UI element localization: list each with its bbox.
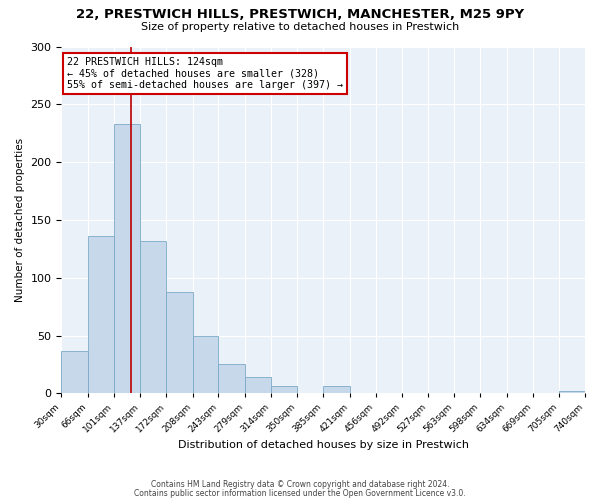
Y-axis label: Number of detached properties: Number of detached properties bbox=[15, 138, 25, 302]
Text: Size of property relative to detached houses in Prestwich: Size of property relative to detached ho… bbox=[141, 22, 459, 32]
Bar bbox=[218, 364, 245, 394]
Text: 22 PRESTWICH HILLS: 124sqm
← 45% of detached houses are smaller (328)
55% of sem: 22 PRESTWICH HILLS: 124sqm ← 45% of deta… bbox=[67, 57, 343, 90]
Bar bbox=[88, 236, 114, 394]
Bar bbox=[193, 336, 218, 394]
Text: Contains public sector information licensed under the Open Government Licence v3: Contains public sector information licen… bbox=[134, 488, 466, 498]
Bar bbox=[245, 377, 271, 394]
Bar bbox=[271, 386, 298, 394]
Bar bbox=[114, 124, 140, 394]
Bar bbox=[559, 391, 585, 394]
X-axis label: Distribution of detached houses by size in Prestwich: Distribution of detached houses by size … bbox=[178, 440, 469, 450]
Bar bbox=[140, 240, 166, 394]
Text: Contains HM Land Registry data © Crown copyright and database right 2024.: Contains HM Land Registry data © Crown c… bbox=[151, 480, 449, 489]
Bar bbox=[166, 292, 193, 394]
Bar bbox=[61, 350, 88, 394]
Text: 22, PRESTWICH HILLS, PRESTWICH, MANCHESTER, M25 9PY: 22, PRESTWICH HILLS, PRESTWICH, MANCHEST… bbox=[76, 8, 524, 20]
Bar bbox=[323, 386, 350, 394]
